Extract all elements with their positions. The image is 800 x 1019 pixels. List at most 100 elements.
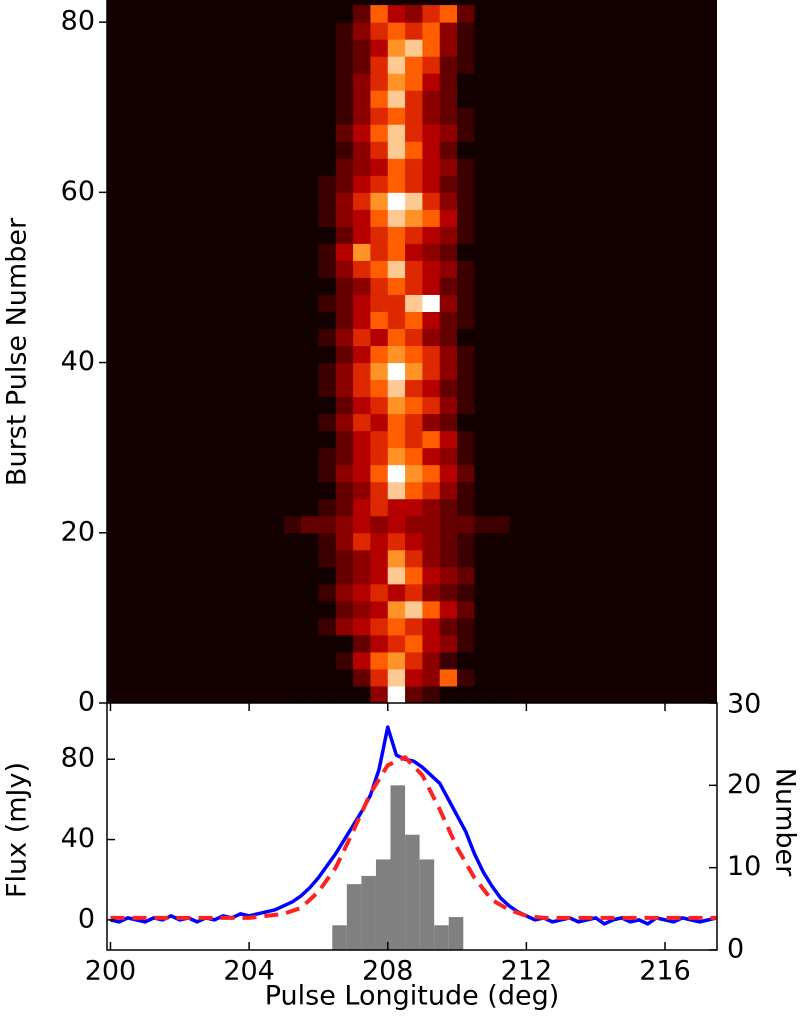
heatmap-cell [370,158,388,176]
heatmap-cell [353,533,371,551]
heatmap-cell [388,124,406,142]
heatmap-cell [388,192,406,210]
heatmap-cell [301,499,319,517]
heatmap-cell [474,346,492,364]
heatmap-cell [492,346,510,364]
heatmap-cell [405,346,423,364]
heatmap-cell [388,209,406,227]
heatmap-cell [457,56,475,74]
heatmap-cell [405,550,423,568]
heatmap-cell [422,277,440,295]
heatmap-cell [284,516,302,534]
heatmap-cell [492,311,510,329]
heatmap-cell [422,346,440,364]
y2-tick-label: 30 [727,689,761,720]
heatmap-cell [440,90,458,108]
heatmap-cell [336,550,354,568]
heatmap-cell [284,499,302,517]
heatmap-cell [492,363,510,381]
heatmap-cell [405,22,423,40]
heatmap-cell [284,22,302,40]
heatmap-cell [370,192,388,210]
heatmap-cell [353,499,371,517]
heatmap-cell [301,669,319,687]
heatmap-cell [353,158,371,176]
heatmap-cell [492,652,510,670]
heatmap-cell [457,209,475,227]
heatmap-cell [388,107,406,125]
heatmap-cell [318,397,336,415]
heatmap-cell [457,448,475,466]
heatmap-cell [284,294,302,312]
heatmap-cell [457,277,475,295]
heatmap-cell [405,73,423,91]
heatmap-cell [457,584,475,602]
heatmap-cell [474,5,492,23]
heatmap-cell [474,260,492,278]
heatmap-cell [405,414,423,432]
heatmap-cell [336,107,354,125]
heatmap-cell [440,584,458,602]
heatmap-cell [284,311,302,329]
heatmap-cell [336,329,354,347]
heatmap-cell [492,192,510,210]
heatmap-cell [284,567,302,585]
heatmap-cell [370,260,388,278]
heatmap-cell [353,567,371,585]
heatmap-cell [457,175,475,193]
heatmap-cell [440,124,458,142]
heatmap-cell [301,618,319,636]
heatmap-cell [318,669,336,687]
heatmap-cell [440,550,458,568]
heatmap-cell [492,226,510,244]
heatmap-cell [405,397,423,415]
heatmap-cell [492,141,510,159]
heatmap-cell [301,363,319,381]
y-tick-label: 60 [61,176,95,207]
heatmap-cell [440,107,458,125]
heatmap-cell [370,686,388,704]
heatmap-cell [370,277,388,295]
heatmap-cell [440,329,458,347]
heatmap-cell [457,124,475,142]
heatmap-cell [388,294,406,312]
heatmap-cell [301,158,319,176]
heatmap-cell [336,39,354,57]
heatmap-cell [422,363,440,381]
heatmap-cell [440,5,458,23]
heatmap-cell [405,669,423,687]
heatmap-cell [422,533,440,551]
heatmap-cell [336,22,354,40]
heatmap-cell [457,652,475,670]
heatmap-cell [474,243,492,261]
heatmap-cell [405,516,423,534]
heatmap-cell [422,73,440,91]
heatmap-cell [284,584,302,602]
heatmap-cell [405,90,423,108]
y-tick-label: 20 [61,516,95,547]
heatmap-cell [474,601,492,619]
heatmap-cell [353,294,371,312]
heatmap-cell [440,158,458,176]
heatmap-cell [318,516,336,534]
heatmap-cell [422,260,440,278]
heatmap-cell [336,226,354,244]
heatmap-cell [474,363,492,381]
y-axis-label: Flux (mJy) [2,762,33,898]
heatmap-cell [336,431,354,449]
heatmap-cell [492,243,510,261]
y-tick-label: 40 [61,346,95,377]
heatmap-cell [353,550,371,568]
heatmap-cell [474,311,492,329]
heatmap-cell [440,618,458,636]
heatmap-cell [492,448,510,466]
heatmap-cell [301,260,319,278]
heatmap-cell [457,635,475,653]
heatmap-cell [370,311,388,329]
heatmap-cell [336,90,354,108]
heatmap-cell [318,618,336,636]
heatmap-cell [457,669,475,687]
heatmap-cell [405,226,423,244]
heatmap-cell [388,226,406,244]
heatmap-cell [301,175,319,193]
